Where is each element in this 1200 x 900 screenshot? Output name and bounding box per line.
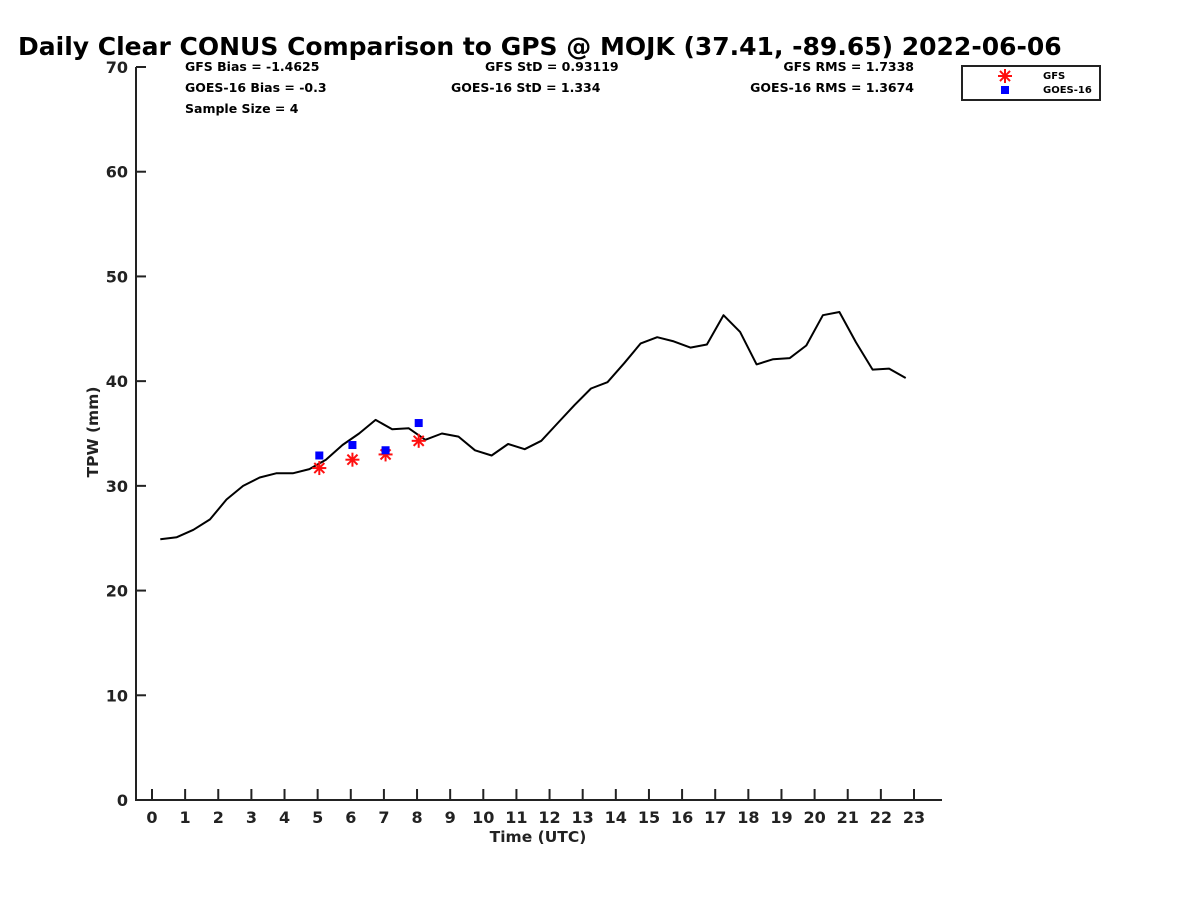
y-tick-label: 70 bbox=[106, 58, 128, 77]
asterisk-stroke bbox=[313, 462, 326, 474]
x-tick-label: 0 bbox=[146, 808, 157, 827]
y-tick-label: 60 bbox=[106, 163, 128, 182]
x-tick-label: 6 bbox=[345, 808, 356, 827]
goes-std-stat: GOES-16 StD = 1.334 bbox=[451, 80, 601, 95]
x-tick-label: 1 bbox=[180, 808, 191, 827]
stats-block: GFS Bias = -1.4625 GOES-16 Bias = -0.3 S… bbox=[185, 59, 914, 116]
x-ticks: 0 1 2 3 4 5 6 7 8 9 10 11 12 13 14 15 16 17 18 19 20 21 22 23 bbox=[146, 789, 925, 827]
asterisk-stroke bbox=[412, 435, 425, 447]
gfs-point bbox=[345, 452, 360, 467]
sample-size-stat: Sample Size = 4 bbox=[185, 101, 299, 116]
y-tick-label: 10 bbox=[106, 686, 128, 705]
x-tick-label: 23 bbox=[903, 808, 925, 827]
x-tick-label: 20 bbox=[803, 808, 825, 827]
x-tick-label: 13 bbox=[572, 808, 594, 827]
y-tick-label: 50 bbox=[106, 267, 128, 286]
x-tick-label: 3 bbox=[246, 808, 257, 827]
axes bbox=[135, 67, 942, 801]
gps-series-line bbox=[160, 311, 907, 541]
gfs-point bbox=[312, 461, 327, 476]
asterisk-stroke bbox=[999, 70, 1011, 82]
x-tick-label: 19 bbox=[770, 808, 792, 827]
goes-bias-stat: GOES-16 Bias = -0.3 bbox=[185, 80, 327, 95]
x-tick-label: 10 bbox=[472, 808, 494, 827]
x-tick-label: 12 bbox=[538, 808, 560, 827]
y-ticks: 0 10 20 30 40 50 60 70 bbox=[106, 58, 146, 810]
goes-16-point bbox=[315, 451, 324, 460]
series-layer bbox=[160, 311, 907, 541]
legend-gfs-marker bbox=[998, 69, 1012, 83]
goes-16-point bbox=[414, 419, 423, 428]
x-tick-label: 16 bbox=[671, 808, 693, 827]
x-tick-label: 7 bbox=[378, 808, 389, 827]
gfs-point bbox=[411, 433, 426, 448]
gfs-std-stat: GFS StD = 0.93119 bbox=[485, 59, 619, 74]
gfs-rms-stat: GFS RMS = 1.7338 bbox=[783, 59, 914, 74]
y-axis-label: TPW (mm) bbox=[84, 387, 102, 478]
y-tick-label: 40 bbox=[106, 372, 128, 391]
x-tick-label: 21 bbox=[837, 808, 859, 827]
x-tick-label: 4 bbox=[279, 808, 290, 827]
x-tick-label: 14 bbox=[605, 808, 627, 827]
gfs-bias-stat: GFS Bias = -1.4625 bbox=[185, 59, 319, 74]
y-tick-label: 0 bbox=[117, 791, 128, 810]
x-tick-label: 18 bbox=[737, 808, 759, 827]
chart-title: Daily Clear CONUS Comparison to GPS @ MO… bbox=[18, 32, 1062, 61]
goes-16-point bbox=[381, 446, 390, 455]
x-tick-label: 9 bbox=[445, 808, 456, 827]
legend-goes-marker bbox=[1001, 86, 1009, 94]
x-tick-label: 22 bbox=[870, 808, 892, 827]
x-tick-label: 11 bbox=[505, 808, 527, 827]
x-tick-label: 5 bbox=[312, 808, 323, 827]
legend-gfs-asterisk bbox=[998, 69, 1012, 83]
goes-rms-stat: GOES-16 RMS = 1.3674 bbox=[750, 80, 914, 95]
legend-goes-label: GOES-16 bbox=[1043, 85, 1092, 96]
x-tick-label: 2 bbox=[213, 808, 224, 827]
x-axis-label: Time (UTC) bbox=[490, 828, 587, 846]
x-tick-label: 17 bbox=[704, 808, 726, 827]
x-tick-label: 8 bbox=[411, 808, 422, 827]
x-tick-label: 15 bbox=[638, 808, 660, 827]
goes-16-point bbox=[348, 441, 357, 450]
asterisk-stroke bbox=[346, 453, 359, 466]
legend: GFS GOES-16 bbox=[961, 65, 1101, 101]
legend-box bbox=[961, 65, 1101, 101]
y-tick-label: 20 bbox=[106, 582, 128, 601]
legend-gfs-label: GFS bbox=[1043, 71, 1065, 82]
y-tick-label: 30 bbox=[106, 477, 128, 496]
